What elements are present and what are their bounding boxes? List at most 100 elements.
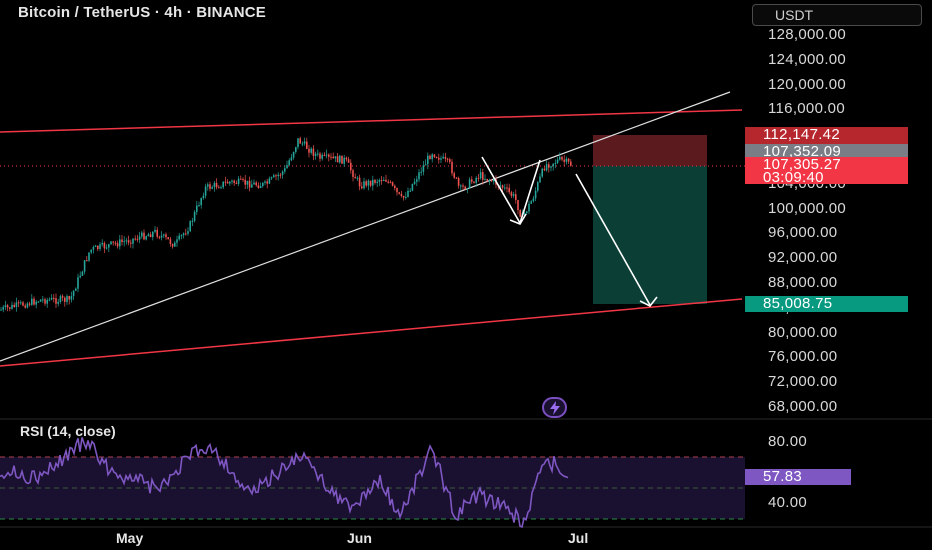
candle-body xyxy=(149,234,152,238)
candle-body xyxy=(455,177,458,179)
candle-body xyxy=(482,172,484,180)
candle-body xyxy=(240,178,242,180)
stop-loss-zone[interactable] xyxy=(593,135,707,166)
candle-body xyxy=(288,160,290,166)
candle-body xyxy=(488,180,491,182)
upper-channel-line[interactable] xyxy=(0,109,743,133)
candle-body xyxy=(182,233,185,236)
take-profit-zone[interactable] xyxy=(593,166,707,304)
candle-body xyxy=(187,231,189,234)
candle-body xyxy=(101,243,103,245)
candle-body xyxy=(490,180,493,182)
candle-body xyxy=(383,179,385,181)
candle-body xyxy=(563,159,565,162)
candle-body xyxy=(4,305,7,308)
time-label-jun: Jun xyxy=(347,530,372,546)
candle-body xyxy=(33,298,35,305)
candle-body xyxy=(13,304,15,307)
candle-body xyxy=(284,168,286,172)
lower-channel-line[interactable] xyxy=(0,298,743,367)
candle-body xyxy=(347,159,350,163)
price-tick: 124,000.00 xyxy=(768,50,847,68)
candle-body xyxy=(226,181,229,184)
candle-body xyxy=(416,179,418,182)
candle-body xyxy=(317,153,319,155)
candle-body xyxy=(165,234,167,238)
candle-body xyxy=(435,157,438,159)
candle-body xyxy=(554,162,557,164)
candle-body xyxy=(211,187,213,189)
candle-body xyxy=(233,180,235,183)
candle-body xyxy=(319,153,321,159)
candle-body xyxy=(442,156,444,159)
candle-body xyxy=(103,243,106,249)
candle-body xyxy=(299,138,301,144)
rsi-tick-40: 40.00 xyxy=(768,494,808,511)
candle-body xyxy=(345,157,348,160)
symbol-title[interactable]: Bitcoin / TetherUS · 4h · BINANCE xyxy=(18,4,266,21)
candle-body xyxy=(90,249,92,253)
candle-body xyxy=(429,155,431,160)
projection-arrows[interactable] xyxy=(481,156,658,308)
candle-body xyxy=(281,171,284,175)
candle-body xyxy=(365,181,367,186)
candle-body xyxy=(427,155,429,165)
candle-body xyxy=(176,239,178,243)
rising-trendline[interactable] xyxy=(0,91,731,362)
candle-body xyxy=(264,181,266,183)
candle-body xyxy=(567,158,570,162)
candle-body xyxy=(218,187,220,189)
candle-body xyxy=(83,260,86,272)
candle-body xyxy=(163,234,165,236)
candle-body xyxy=(466,188,469,190)
candle-body xyxy=(457,177,460,186)
lightning-bolt-icon[interactable] xyxy=(542,397,567,418)
currency-button[interactable]: USDT xyxy=(752,4,922,26)
candle-body xyxy=(343,157,345,164)
candle-body xyxy=(97,245,99,250)
candle-body xyxy=(79,275,81,278)
candle-body xyxy=(156,229,158,237)
candle-body xyxy=(378,180,381,182)
candle-body xyxy=(306,141,308,149)
candle-body xyxy=(99,244,101,250)
candle-body xyxy=(372,179,374,186)
candle-body xyxy=(189,221,191,232)
time-label-jul: Jul xyxy=(568,530,589,546)
candle-body xyxy=(526,211,528,214)
entry-price-label: 107,352.09 xyxy=(745,144,908,160)
candle-body xyxy=(398,192,400,194)
candle-body xyxy=(152,231,154,238)
candle-body xyxy=(528,203,530,212)
candle-body xyxy=(136,238,139,240)
candle-body xyxy=(543,168,546,171)
candle-body xyxy=(334,156,337,159)
candle-body xyxy=(303,141,306,144)
candle-body xyxy=(66,296,68,302)
candle-body xyxy=(424,164,427,166)
candle-body xyxy=(314,153,317,156)
candle-body xyxy=(352,170,354,177)
rsi-title[interactable]: RSI (14, close) xyxy=(20,423,116,439)
candle-body xyxy=(20,302,22,304)
candle-body xyxy=(279,174,282,176)
candle-body xyxy=(530,201,532,204)
candle-body xyxy=(231,180,233,182)
candle-body xyxy=(160,235,163,238)
candle-body xyxy=(204,186,207,196)
candle-body xyxy=(519,210,521,217)
candle-body xyxy=(222,181,224,188)
candle-body xyxy=(88,252,90,261)
candle-body xyxy=(57,301,59,304)
candle-body xyxy=(275,175,277,177)
candle-body xyxy=(207,184,209,187)
candle-body xyxy=(200,198,202,206)
candle-body xyxy=(484,178,486,180)
price-tick: 76,000.00 xyxy=(768,348,838,366)
candle-body xyxy=(407,190,409,197)
candle-body xyxy=(147,234,150,237)
candle-body xyxy=(534,190,537,199)
candle-body xyxy=(77,277,79,289)
candle-body xyxy=(479,172,482,179)
